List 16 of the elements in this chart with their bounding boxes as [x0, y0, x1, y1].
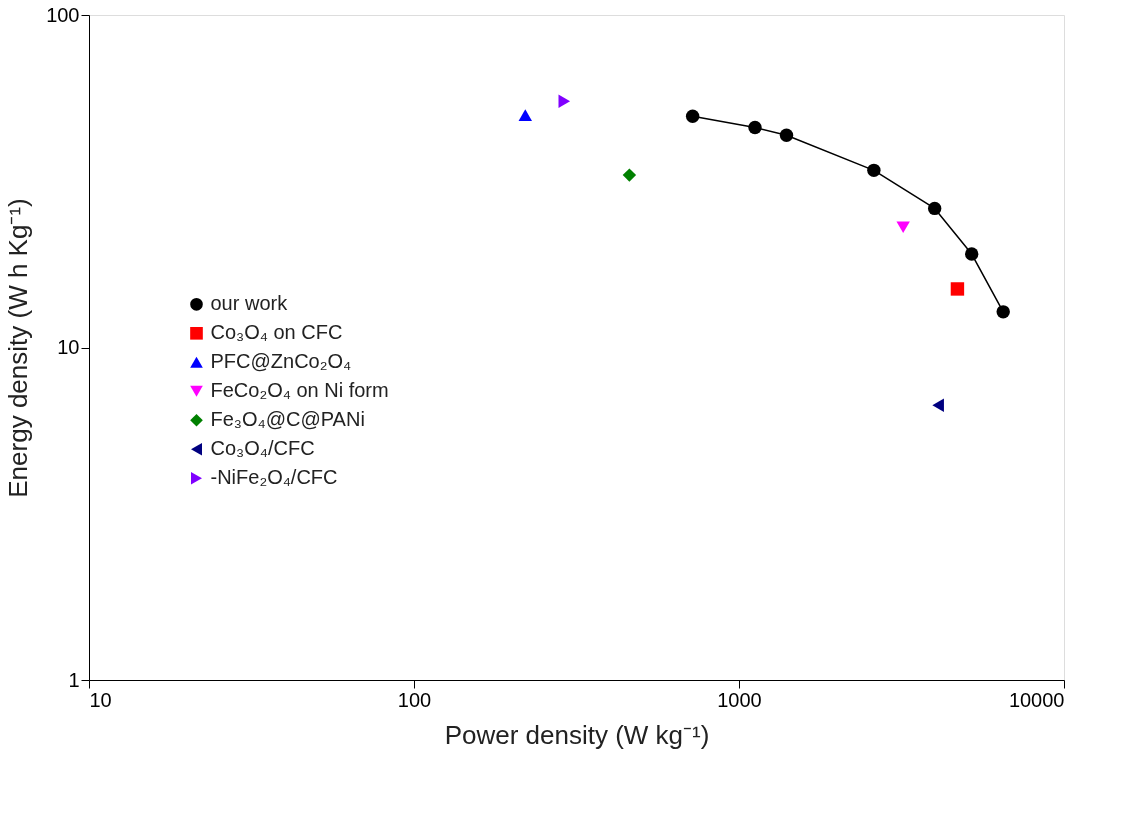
- y-tick-label: 10: [57, 336, 80, 358]
- y-tick-label: 100: [46, 3, 80, 26]
- legend-label: -NiFe₂O₄/CFC: [210, 466, 338, 489]
- x-tick-label: 10000: [1008, 688, 1065, 711]
- legend-label: FeCo₂O₄ on Ni form: [210, 379, 389, 402]
- legend-label: Fe₃O₄@C@PANi: [210, 408, 365, 431]
- legend-label: PFC@ZnCo₂O₄: [210, 350, 352, 373]
- x-axis-title: Power density (W kg⁻¹): [444, 719, 710, 750]
- legend-label: our work: [210, 292, 289, 315]
- x-tick-label: 1000: [717, 688, 762, 711]
- legend-label: Co₃O₄/CFC: [210, 437, 315, 460]
- y-tick-label: 1: [68, 668, 80, 691]
- y-axis-title: Energy density (W h Kg⁻¹): [3, 198, 34, 498]
- x-tick-label: 10: [89, 688, 112, 711]
- x-tick-label: 100: [397, 688, 432, 711]
- legend-label: Co₃O₄ on CFC: [210, 321, 343, 344]
